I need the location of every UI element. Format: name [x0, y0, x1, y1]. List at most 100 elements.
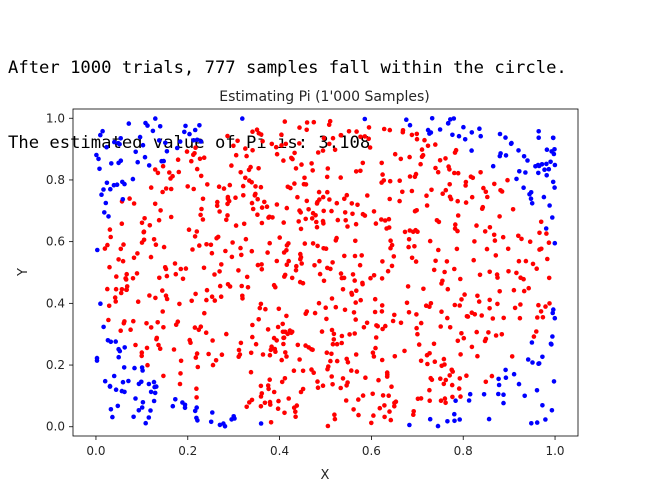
inside-sample-point [495, 301, 500, 307]
inside-sample-point [450, 394, 455, 400]
inside-sample-point [160, 288, 165, 293]
inside-sample-point [338, 271, 344, 276]
outside-sample-point [551, 379, 557, 384]
inside-sample-point [479, 206, 485, 211]
inside-sample-point [259, 267, 265, 272]
inside-sample-point [324, 316, 329, 322]
inside-sample-point [497, 289, 503, 294]
inside-sample-point [194, 386, 199, 392]
inside-sample-point [315, 150, 321, 155]
outside-sample-point [116, 354, 121, 360]
inside-sample-point [452, 302, 458, 308]
inside-sample-point [238, 245, 243, 251]
inside-sample-point [501, 315, 507, 321]
x-tick-label: 0.6 [362, 444, 381, 458]
inside-sample-point [518, 275, 523, 281]
inside-sample-point [304, 198, 310, 204]
inside-sample-point [536, 302, 541, 308]
inside-sample-point [233, 223, 239, 228]
inside-sample-point [371, 273, 377, 278]
inside-sample-point [215, 199, 220, 205]
inside-sample-point [353, 352, 359, 357]
outside-sample-point [180, 400, 185, 405]
inside-sample-point [476, 299, 482, 304]
inside-sample-point [433, 258, 438, 264]
inside-sample-point [333, 238, 339, 243]
outside-sample-point [157, 124, 163, 129]
inside-sample-point [400, 189, 405, 195]
inside-sample-point [493, 333, 499, 338]
inside-sample-point [339, 275, 345, 281]
outside-sample-point [163, 140, 168, 146]
inside-sample-point [443, 377, 449, 383]
y-tick-label: 0.2 [46, 358, 65, 372]
inside-sample-point [190, 247, 195, 252]
inside-sample-point [314, 224, 320, 230]
outside-sample-point [98, 132, 103, 138]
inside-sample-point [119, 287, 125, 292]
inside-sample-point [249, 180, 254, 185]
inside-sample-point [292, 150, 297, 156]
inside-sample-point [474, 329, 480, 335]
chart-title: Estimating Pi (1'000 Samples) [219, 89, 429, 105]
outside-sample-point [177, 139, 183, 144]
inside-sample-point [354, 129, 359, 134]
inside-sample-point [212, 272, 217, 277]
inside-sample-point [355, 202, 360, 208]
inside-sample-point [442, 269, 447, 275]
outside-sample-point [536, 129, 541, 134]
inside-sample-point [106, 303, 112, 309]
outside-sample-point [469, 130, 475, 135]
inside-sample-point [339, 340, 345, 346]
outside-sample-point [108, 186, 113, 192]
inside-sample-point [323, 305, 329, 311]
outside-sample-point [194, 137, 200, 143]
inside-sample-point [161, 325, 166, 330]
outside-sample-point [153, 116, 158, 121]
outside-sample-point [118, 158, 124, 163]
inside-sample-point [112, 295, 118, 300]
inside-sample-point [139, 350, 145, 355]
inside-sample-point [398, 156, 404, 162]
y-tick-label: 0.4 [46, 296, 65, 310]
inside-sample-point [517, 315, 523, 321]
outside-sample-point [139, 365, 145, 370]
inside-sample-point [216, 184, 222, 189]
outside-sample-point [154, 384, 159, 389]
inside-sample-point [108, 234, 113, 240]
outside-sample-point [503, 367, 508, 373]
inside-sample-point [427, 398, 433, 404]
inside-sample-point [273, 144, 279, 150]
inside-sample-point [310, 210, 316, 216]
inside-sample-point [177, 301, 182, 307]
inside-sample-point [370, 391, 376, 397]
inside-sample-point [324, 174, 330, 180]
inside-sample-point [258, 404, 264, 409]
inside-sample-point [406, 244, 411, 250]
inside-sample-point [353, 300, 359, 305]
outside-sample-point [108, 407, 114, 412]
inside-sample-point [286, 396, 292, 401]
inside-sample-point [329, 208, 334, 214]
inside-sample-point [358, 134, 363, 140]
inside-sample-point [249, 200, 255, 206]
inside-sample-point [173, 271, 179, 277]
outside-sample-point [534, 420, 540, 425]
inside-sample-point [511, 287, 517, 293]
inside-sample-point [404, 300, 410, 306]
inside-sample-point [209, 250, 215, 256]
outside-sample-point [133, 396, 138, 401]
inside-sample-point [288, 185, 293, 191]
inside-sample-point [493, 253, 499, 258]
outside-sample-point [427, 416, 433, 422]
outside-sample-point [164, 149, 170, 154]
inside-sample-point [425, 361, 430, 367]
inside-sample-point [418, 358, 424, 364]
outside-sample-point [437, 127, 443, 132]
inside-sample-point [482, 229, 488, 234]
inside-sample-point [379, 303, 385, 308]
inside-sample-point [243, 175, 248, 181]
inside-sample-point [368, 275, 373, 281]
inside-sample-point [353, 169, 359, 174]
inside-sample-point [360, 393, 366, 398]
